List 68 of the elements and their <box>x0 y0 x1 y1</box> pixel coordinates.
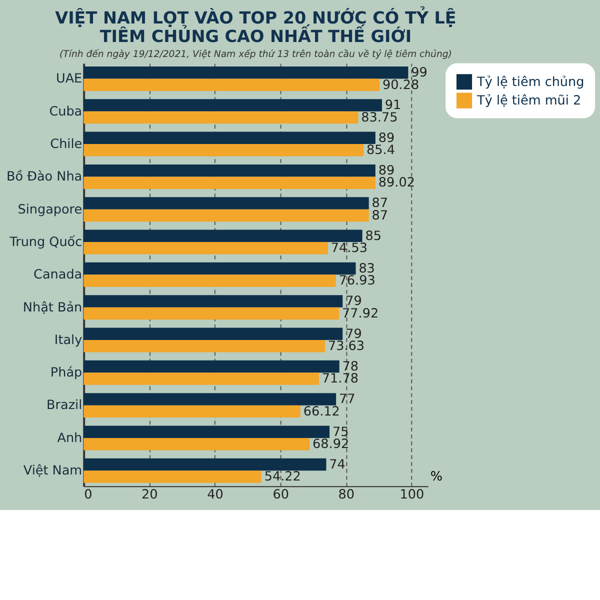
bar <box>84 197 369 210</box>
bar <box>84 144 364 156</box>
chart-title: VIỆT NAM LỌT VÀO TOP 20 NƯỚC CÓ TỶ LỆ TIÊM CHỦNG CAO NHẤT THẾ GIỚI <box>55 5 456 46</box>
data-label: 76.93 <box>338 274 376 289</box>
data-label: 89 <box>378 130 395 146</box>
data-label: 83 <box>358 261 375 276</box>
bar <box>84 372 319 385</box>
bar <box>84 132 376 144</box>
bar <box>84 111 358 124</box>
bar <box>84 274 336 287</box>
x-tick-label: 40 <box>207 487 224 502</box>
data-label: 85 <box>365 228 382 244</box>
data-label: 89.02 <box>378 176 415 191</box>
data-label: 85.4 <box>366 143 395 158</box>
bar <box>84 405 300 418</box>
x-axis-title: % <box>430 470 442 485</box>
bar <box>84 307 340 320</box>
bar <box>84 426 330 438</box>
y-tick-label: Anh <box>57 430 82 446</box>
data-label: 66.12 <box>303 404 340 420</box>
data-label: 54.22 <box>264 470 301 485</box>
bar <box>84 209 369 222</box>
y-tick-label: Italy <box>54 332 83 348</box>
bar <box>84 458 326 471</box>
bar <box>84 99 382 112</box>
bar <box>84 328 343 340</box>
y-tick-label: Bồ Đào Nha <box>6 170 82 185</box>
y-tick-label: Việt Nam <box>23 464 82 479</box>
bar <box>84 470 262 483</box>
bar <box>84 393 336 406</box>
y-tick-label: Chile <box>50 136 82 152</box>
legend-label: Tỷ lệ tiêm mũi 2 <box>476 94 582 109</box>
data-label: 78 <box>342 359 359 374</box>
bar <box>84 340 326 352</box>
data-label: 79 <box>346 326 362 342</box>
data-label: 74 <box>329 457 346 472</box>
bar <box>84 164 376 177</box>
bar <box>84 78 380 91</box>
y-tick-label: Trung Quốc <box>8 234 82 250</box>
legend-label: Tỷ lệ tiêm chủng <box>476 74 584 90</box>
x-tick-label: 100 <box>400 487 424 502</box>
y-tick-label: Nhật Bản <box>22 300 82 316</box>
y-tick-label: Brazil <box>46 398 82 414</box>
bar <box>84 176 376 189</box>
y-tick-label: UAE <box>56 72 82 87</box>
data-label: 77 <box>339 392 356 408</box>
data-label: 73.63 <box>328 339 365 354</box>
x-tick-label: 20 <box>142 487 158 502</box>
data-label: 89 <box>378 164 395 178</box>
x-tick-label: 60 <box>272 487 289 502</box>
chart-subtitle: (Tính đến ngày 19/12/2021, Việt Nam xếp thứ 13 trên toàn cầu về tỷ lệ tiêm chủng) <box>60 48 452 60</box>
bar <box>84 66 408 79</box>
y-tick-label: Pháp <box>50 366 82 381</box>
y-tick-label: Cuba <box>49 104 82 120</box>
bar <box>84 262 356 275</box>
bar <box>84 230 362 242</box>
y-tick-label: Singapore <box>18 202 82 218</box>
x-tick-label: 80 <box>338 487 355 502</box>
bar <box>84 438 310 450</box>
data-label: 71.78 <box>322 372 358 387</box>
bar <box>84 360 340 373</box>
y-tick-label: Canada <box>34 268 82 283</box>
data-label: 74.53 <box>330 241 368 256</box>
bar <box>84 295 343 308</box>
data-label: 75 <box>332 424 349 440</box>
bar <box>84 242 328 254</box>
x-tick-label: 0 <box>84 487 92 502</box>
data-label: 68.92 <box>312 437 350 452</box>
